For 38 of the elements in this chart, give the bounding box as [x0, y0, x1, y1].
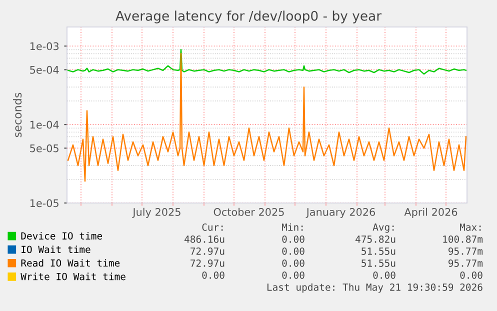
x-tick-label: October 2025: [214, 208, 284, 216]
chart-title: Average latency for /dev/loop0 - by year: [116, 10, 382, 24]
text: 51.55u: [362, 248, 396, 255]
text: 95.77m: [448, 259, 483, 267]
text: Cur:: [202, 223, 223, 231]
legend-label: Device IO time: [21, 232, 102, 240]
x-tick-label: January 2026: [306, 208, 375, 218]
text: Max:: [460, 224, 481, 231]
text: Avg:: [372, 224, 394, 233]
text: Last update: Thu May 21 19:30:59 2026: [267, 283, 482, 293]
text: 0.00: [282, 271, 304, 279]
text: 0.00: [282, 247, 304, 255]
y-tick-label: 1e-03: [30, 42, 59, 50]
text: 486.16u: [184, 235, 224, 243]
text: 0.00: [282, 259, 304, 267]
text: 0.00: [460, 271, 482, 279]
text: 72.97u: [190, 259, 224, 267]
x-tick-label: April 2026: [404, 208, 458, 218]
y-axis-title: seconds: [13, 92, 22, 138]
y-tick-label: 5e-05: [30, 144, 58, 152]
line-series: [67, 53, 467, 182]
y-tick-label: 1e-05: [30, 199, 58, 208]
x-tick-label: July 2025: [132, 208, 180, 218]
text: 0.00: [202, 271, 224, 279]
text: 0.00: [373, 271, 396, 279]
text: Min:: [282, 223, 303, 231]
legend-label: Write IO Wait time: [20, 272, 126, 280]
line-series: [67, 49, 467, 75]
text: 0.00: [282, 235, 304, 243]
legend-label: Read IO Wait time: [21, 259, 120, 267]
y-tick-label: 1e-04: [30, 120, 59, 129]
y-tick-label: 5e-04: [30, 66, 59, 74]
text: 475.82u: [356, 235, 396, 243]
text: 72.97u: [190, 247, 224, 255]
text: 100.87m: [443, 235, 483, 243]
text: 51.55u: [362, 260, 396, 267]
text: 95.77m: [448, 247, 483, 255]
legend-label: IO Wait time: [22, 246, 90, 254]
